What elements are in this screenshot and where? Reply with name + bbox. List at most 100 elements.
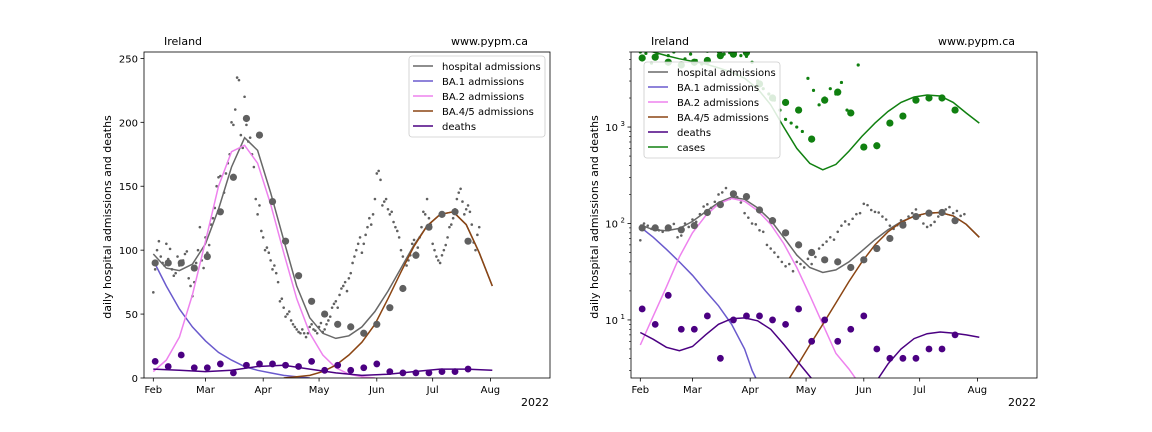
left-chart-hospital-daily-point	[401, 255, 405, 258]
left-chart-hospital-daily-point	[291, 323, 295, 326]
right-chart-cases-weekly-point	[821, 96, 829, 104]
right-chart-deaths-point	[808, 337, 816, 345]
left-chart-hospital-weekly-point	[203, 252, 211, 261]
left-chart-deaths-point	[360, 364, 368, 372]
right-chart-cases-daily-point	[711, 48, 714, 51]
right-chart-deaths-point	[664, 291, 672, 299]
right-chart-hospital-weekly-point	[873, 244, 881, 253]
right-chart-legend-label: hospital admissions	[677, 68, 776, 79]
left-chart-ba-4-5-admissions-line	[283, 210, 493, 378]
right-chart-year-label: 2022	[1008, 396, 1036, 409]
left-chart-legend-box	[408, 55, 546, 138]
left-chart-deaths-point	[190, 364, 198, 372]
left-chart-hospital-daily-point	[194, 261, 198, 265]
right-chart-cases-weekly-point	[742, 52, 751, 57]
left-chart-hospital-daily-point	[336, 306, 339, 309]
right-chart-legend-label: cases	[677, 143, 705, 154]
left-chart-hospital-daily-point	[449, 223, 453, 226]
left-chart-deaths-point	[216, 360, 224, 368]
right-chart-axes-frame	[630, 51, 1038, 379]
right-chart-hospital-daily-point	[672, 222, 676, 226]
right-chart-deaths-point	[769, 316, 776, 324]
left-chart-y-tick-label: 100	[119, 246, 138, 257]
left-chart-hospital-daily-point	[304, 335, 308, 339]
left-chart-hospital-daily-point	[286, 312, 289, 316]
left-chart-hospital-daily-point	[289, 319, 293, 322]
left-chart-hospital-daily-point	[362, 242, 366, 246]
left-chart-hospital-daily-point	[312, 328, 315, 331]
left-chart-legend-label: BA.4/5 admissions	[442, 107, 534, 118]
left-chart-plot-area	[151, 76, 493, 378]
left-chart-hospital-daily-point	[345, 289, 349, 293]
left-chart-hospital-daily-point	[405, 264, 408, 267]
left-chart-hospital-daily-point	[368, 216, 371, 220]
right-chart-hospital-daily-point	[788, 262, 791, 266]
right-chart-deaths-line	[639, 317, 980, 378]
right-chart-legend: hospital admissions BA.1 admissions BA.2 a…	[643, 61, 781, 159]
left-chart-hospital-daily-point	[366, 225, 369, 229]
right-chart-hospital-daily-point	[884, 218, 888, 221]
left-chart-y-axis-label: daily hospital admissions and deaths	[101, 115, 114, 319]
right-chart-hospital-daily-point	[866, 203, 869, 207]
right-chart-title-left: Ireland	[651, 35, 689, 48]
right-chart-hospital-daily-point	[642, 222, 646, 225]
left-chart-legend-label: BA.2 admissions	[442, 92, 524, 103]
left-chart-deaths-point	[308, 357, 316, 365]
left-chart-hospital-weekly-point	[321, 310, 329, 318]
right-chart-hospital-daily-point	[776, 255, 780, 259]
left-chart-hospital-daily-point	[293, 325, 297, 329]
left-chart-hospital-daily-point	[297, 330, 300, 334]
right-chart-cases-weekly-point	[873, 142, 881, 150]
right-chart-hospital-weekly-point	[834, 258, 842, 266]
left-chart-hospital-daily-point	[308, 325, 312, 329]
left-chart-legend: hospital admissions BA.1 admissions BA.2 a…	[408, 55, 546, 138]
left-chart-deaths-point	[438, 368, 446, 376]
right-chart-hospital-daily-point	[847, 223, 851, 226]
right-chart-deaths-point	[716, 354, 724, 362]
right-chart-hospital-daily-point	[922, 222, 925, 225]
left-chart-hospital-daily-point	[176, 255, 179, 258]
right-chart-x-tick-label: Apr	[742, 385, 760, 396]
left-chart-hospital-daily-point	[410, 242, 414, 246]
left-chart-hospital-daily-point	[284, 315, 287, 318]
left-chart-hospital-daily-point	[464, 207, 468, 211]
left-chart-ba-1-admissions-line	[152, 260, 310, 378]
left-chart-hospital-weekly-point	[399, 284, 407, 293]
left-chart-deaths-point	[464, 365, 472, 373]
right-chart-cases-daily-point	[739, 54, 743, 58]
left-chart-hospital-daily-point	[258, 204, 261, 207]
left-chart-hospital-daily-point	[343, 280, 347, 284]
left-chart-hospital-daily-point	[276, 280, 280, 284]
left-chart-hospital-daily-point	[198, 225, 202, 229]
left-chart-hospital-daily-point	[157, 239, 161, 243]
left-chart-hospital-daily-point	[466, 204, 470, 207]
right-chart-hospital-daily-point	[769, 247, 772, 250]
right-chart-hospital-daily-point	[720, 191, 724, 194]
left-chart-hospital-weekly-point	[347, 323, 355, 331]
right-chart-deaths-point	[651, 320, 659, 328]
left-chart-hospital-daily-point	[299, 331, 302, 335]
right-chart-deaths-point	[912, 354, 920, 362]
left-chart-hospital-daily-point	[323, 328, 326, 331]
left-chart-hospital-daily-point	[172, 274, 176, 278]
left-chart-hospital-daily-point	[328, 315, 332, 318]
left-chart-hospital-daily-point	[394, 225, 397, 229]
left-chart-x-tick-label: Mar	[196, 385, 216, 396]
right-chart-hospital-weekly-point	[716, 200, 724, 209]
left-chart-hospital-daily-point	[477, 225, 481, 229]
left-chart-legend-label: deaths	[442, 122, 476, 133]
right-chart-cases-weekly-point	[651, 53, 659, 61]
left-chart-deaths-point	[164, 363, 172, 370]
left-chart-y-tick-label: 50	[125, 310, 138, 321]
left-chart-hospital-daily-point	[349, 271, 353, 275]
right-chart-hospital-daily-point	[873, 210, 877, 214]
right-chart-ba-1-admissions-line	[639, 226, 757, 378]
left-chart-hospital-daily-point	[327, 319, 330, 322]
right-chart-cases-daily-point	[789, 121, 793, 125]
left-chart-ba-2-admissions-line	[152, 144, 375, 378]
right-chart-cases-daily-point	[806, 76, 810, 80]
right-chart-legend-label: deaths	[677, 128, 711, 139]
left-chart-deaths-point	[425, 369, 433, 377]
left-chart-deaths-point	[386, 368, 394, 376]
right-chart-hospital-daily-point	[877, 211, 880, 214]
